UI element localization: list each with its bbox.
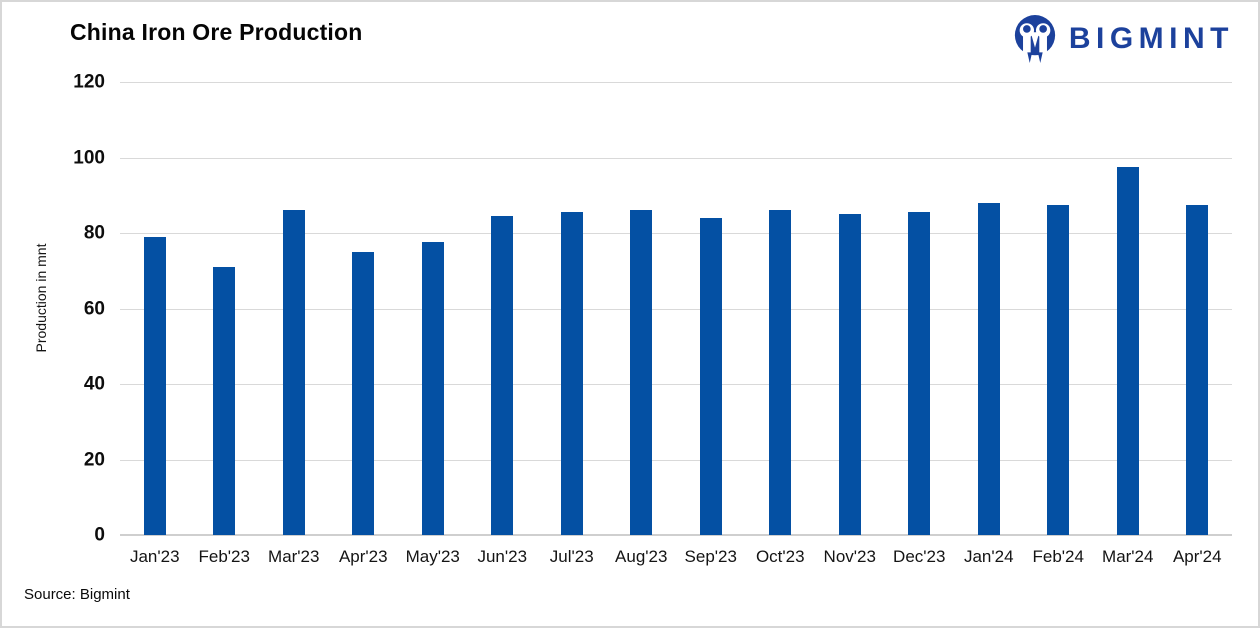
x-tick-label-Apr'24: Apr'24 xyxy=(1172,547,1222,566)
y-tick-label-0: 0 xyxy=(94,524,105,546)
y-tick-label-80: 80 xyxy=(83,222,105,244)
x-tick-label-Jul'23: Jul'23 xyxy=(549,547,594,566)
x-tick-label-May'23: May'23 xyxy=(405,547,460,566)
x-tick-label-Feb'24: Feb'24 xyxy=(1032,547,1084,566)
bar-Aug'23 xyxy=(630,210,653,535)
source-note: Source: Bigmint xyxy=(24,586,130,603)
x-tick-label-Jan'24: Jan'24 xyxy=(963,547,1014,566)
x-tick-label-Dec'23: Dec'23 xyxy=(893,547,946,566)
gridline-40 xyxy=(120,384,1232,385)
chart-title: China Iron Ore Production xyxy=(70,19,363,45)
x-tick-label-Sep'23: Sep'23 xyxy=(684,547,737,566)
bar-Jan'24 xyxy=(977,202,1000,535)
bar-Feb'23 xyxy=(213,266,236,535)
x-axis-baseline xyxy=(120,534,1232,536)
bar-Apr'24 xyxy=(1186,204,1209,535)
y-tick-label-40: 40 xyxy=(83,373,105,395)
x-tick-label-Apr'23: Apr'23 xyxy=(338,547,388,566)
bar-Mar'24 xyxy=(1116,166,1139,535)
bar-Apr'23 xyxy=(352,251,375,535)
bar-Jun'23 xyxy=(491,216,514,535)
gridline-80 xyxy=(120,233,1232,234)
gridline-20 xyxy=(120,459,1232,461)
bigmint-mascot-icon xyxy=(1014,15,1055,63)
gridline-120 xyxy=(120,82,1232,83)
bar-Feb'24 xyxy=(1047,204,1070,535)
bar-Jan'23 xyxy=(143,236,166,535)
plot-area xyxy=(120,82,1232,536)
x-tick-label-Mar'23: Mar'23 xyxy=(268,547,320,566)
y-tick-label-60: 60 xyxy=(83,298,105,319)
x-tick-label-Aug'23: Aug'23 xyxy=(615,547,668,566)
bigmint-logo: BIGMINT xyxy=(1012,13,1234,65)
bar-Sep'23 xyxy=(699,217,722,535)
gridline-100 xyxy=(120,157,1232,159)
bar-Nov'23 xyxy=(838,214,861,535)
bar-Oct'23 xyxy=(769,210,792,535)
y-axis-title: Production in mnt xyxy=(33,243,49,353)
y-tick-label-120: 120 xyxy=(73,71,105,93)
x-tick-label-Jun'23: Jun'23 xyxy=(477,547,528,566)
bigmint-logo-text: BIGMINT xyxy=(1068,22,1234,55)
bar-Jul'23 xyxy=(560,212,583,535)
x-tick-label-Oct'23: Oct'23 xyxy=(755,547,805,566)
x-tick-label-Jan'23: Jan'23 xyxy=(129,547,180,566)
y-tick-label-20: 20 xyxy=(83,449,105,470)
gridline-60 xyxy=(120,308,1232,310)
x-tick-label-Feb'23: Feb'23 xyxy=(198,547,250,566)
bar-May'23 xyxy=(421,242,444,535)
y-tick-label-100: 100 xyxy=(73,147,105,168)
x-tick-label-Mar'24: Mar'24 xyxy=(1102,547,1154,566)
bar-Mar'23 xyxy=(282,210,305,535)
bar-Dec'23 xyxy=(908,212,931,535)
x-tick-label-Nov'23: Nov'23 xyxy=(823,547,876,566)
